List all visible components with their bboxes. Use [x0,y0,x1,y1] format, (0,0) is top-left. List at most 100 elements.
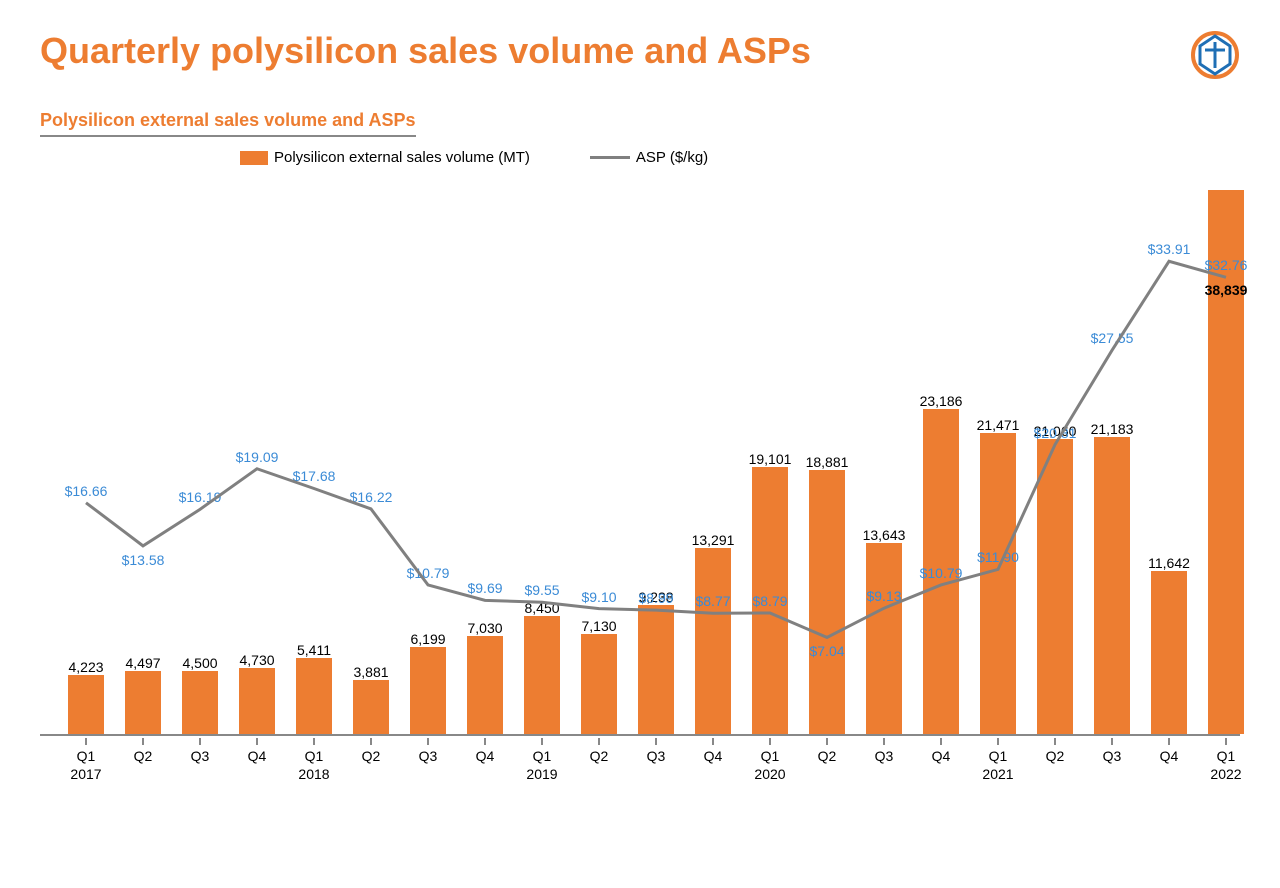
x-axis-quarter-label: Q1 [305,748,324,764]
legend-item-bar: Polysilicon external sales volume (MT) [240,149,530,166]
bar [581,634,617,734]
bar [809,470,845,734]
bar [524,616,560,734]
company-logo-icon [1190,30,1240,80]
x-axis-quarter-label: Q4 [1160,748,1179,764]
legend-swatch-line-icon [590,156,630,159]
chart-legend: Polysilicon external sales volume (MT) A… [240,149,1240,166]
x-axis-tick [1054,738,1056,745]
bar-value-label: 3,881 [353,664,388,680]
x-axis-quarter-label: Q2 [362,748,381,764]
x-axis-quarter-label: Q2 [590,748,609,764]
asp-value-label: $10.79 [920,565,963,581]
legend-swatch-bar-icon [240,151,268,165]
bar-value-label: 23,186 [920,393,963,409]
bar [467,636,503,734]
asp-value-label: $27.55 [1091,330,1134,346]
bar [980,433,1016,734]
x-axis-quarter-label: Q1 [533,748,552,764]
legend-line-label: ASP ($/kg) [636,149,708,166]
x-axis-year-label: 2017 [70,766,101,782]
chart-plot: 4,2234,4974,5004,7305,4113,8816,1997,030… [40,176,1240,736]
bar-value-label: 4,223 [68,659,103,675]
x-axis-quarter-label: Q1 [1217,748,1236,764]
bar [353,680,389,734]
bar [866,543,902,734]
x-axis-tick [1111,738,1113,745]
bar [1094,437,1130,734]
x-axis-year-label: 2020 [754,766,785,782]
x-axis-tick [541,738,543,745]
bar [125,671,161,734]
bar [638,605,674,734]
bar-value-label: 7,030 [467,620,502,636]
bar-value-label: 6,199 [410,631,445,647]
chart-area: 4,2234,4974,5004,7305,4113,8816,1997,030… [40,176,1240,786]
x-axis-tick [940,738,942,745]
bar-value-label: 4,730 [239,652,274,668]
x-axis-quarter-label: Q4 [248,748,267,764]
x-axis-quarter-label: Q3 [1103,748,1122,764]
x-axis-quarter-label: Q3 [875,748,894,764]
bar [182,671,218,734]
x-axis-quarter-label: Q4 [476,748,495,764]
x-axis-year-label: 2022 [1210,766,1241,782]
asp-value-label: $9.10 [581,589,616,605]
asp-value-label: $20.81 [1034,425,1077,441]
bar [68,675,104,734]
asp-value-label: $11.90 [977,549,1019,565]
asp-value-label: $9.55 [524,582,559,598]
x-axis-tick [1168,738,1170,745]
bar-value-label: 4,500 [182,655,217,671]
legend-item-line: ASP ($/kg) [590,149,708,166]
bar [1037,439,1073,734]
bar-value-label: 5,411 [297,642,331,658]
x-axis-tick [484,738,486,745]
bar [296,658,332,734]
x-axis-quarter-label: Q2 [818,748,837,764]
bar [239,668,275,734]
x-axis-tick [427,738,429,745]
x-axis-tick [598,738,600,745]
bar [695,548,731,734]
bar-value-label: 7,130 [581,618,616,634]
page-title: Quarterly polysilicon sales volume and A… [40,30,811,72]
bar-value-label: 11,642 [1148,555,1190,571]
asp-value-label: $13.58 [122,552,165,568]
bar-value-label: 8,450 [524,600,559,616]
asp-value-label: $9.13 [866,588,901,604]
bar-value-label: 21,183 [1091,421,1134,437]
asp-value-label: $9.69 [467,580,502,596]
bar-value-label: 13,643 [863,527,906,543]
x-axis-tick [199,738,201,745]
x-axis-year-label: 2021 [982,766,1013,782]
x-axis-tick [85,738,87,745]
x-axis-tick [655,738,657,745]
x-axis-quarter-label: Q1 [761,748,780,764]
x-axis-quarter-label: Q3 [191,748,210,764]
bar-value-label: 18,881 [806,454,849,470]
x-axis-quarter-label: Q2 [1046,748,1065,764]
x-axis-year-label: 2018 [298,766,329,782]
asp-value-label: $32.76 [1205,257,1248,273]
x-axis-tick [826,738,828,745]
x-axis-tick [313,738,315,745]
chart-subtitle: Polysilicon external sales volume and AS… [40,110,416,137]
x-axis-quarter-label: Q1 [77,748,96,764]
bar-value-label: 19,101 [749,451,792,467]
asp-value-label: $16.22 [350,489,393,505]
asp-value-label: $7.04 [809,643,844,659]
asp-value-label: $16.19 [179,489,222,505]
x-axis-tick [997,738,999,745]
x-axis-tick [370,738,372,745]
asp-value-label: $19.09 [236,449,279,465]
asp-value-label: $16.66 [65,483,108,499]
bar [1151,571,1187,734]
x-axis-quarter-label: Q4 [704,748,723,764]
x-axis-quarter-label: Q4 [932,748,951,764]
x-axis-quarter-label: Q3 [419,748,438,764]
x-axis-quarter-label: Q2 [134,748,153,764]
x-axis-tick [712,738,714,745]
bar-value-label: 13,291 [692,532,735,548]
bar [410,647,446,734]
